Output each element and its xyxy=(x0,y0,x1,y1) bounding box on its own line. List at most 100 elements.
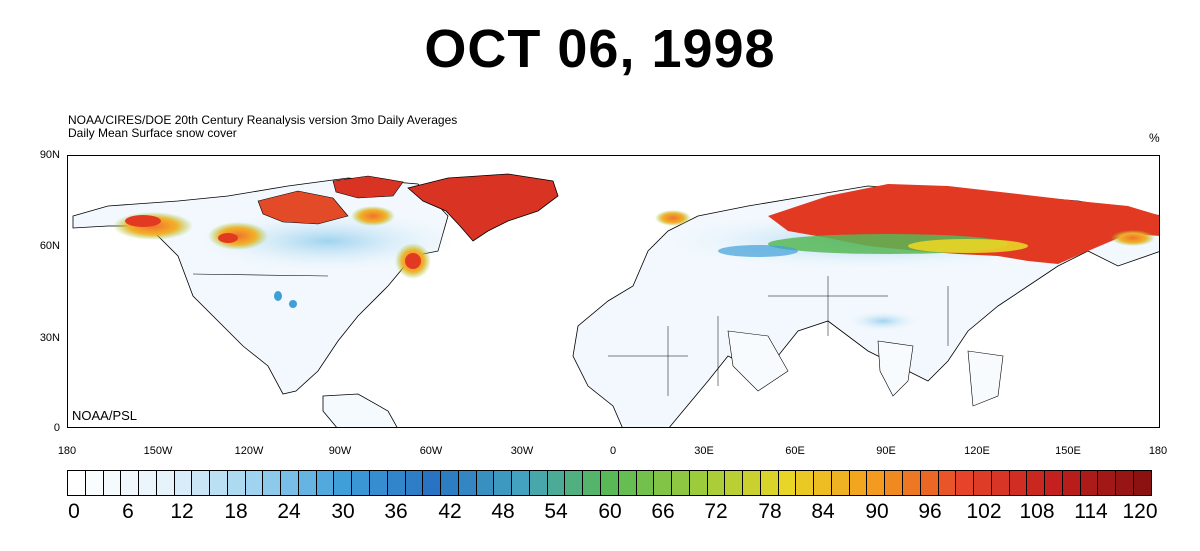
colorbar-cell xyxy=(281,471,299,495)
rockies-spot2 xyxy=(289,300,297,308)
colorbar-cell xyxy=(760,471,779,495)
colorbar-cell xyxy=(494,471,513,495)
colorbar-cell xyxy=(68,471,86,495)
colorbar-cell xyxy=(298,471,317,495)
variable-subtitle: Daily Mean Surface snow cover xyxy=(68,126,237,140)
credit-label: NOAA/PSL xyxy=(72,408,138,423)
y-tick-90n: 90N xyxy=(39,149,60,161)
colorbar-cell xyxy=(405,471,424,495)
page-title: OCT 06, 1998 xyxy=(424,19,776,79)
colorbar-cell xyxy=(867,471,886,495)
colorbar-cell xyxy=(938,471,957,495)
colorbar-cell xyxy=(707,471,726,495)
hudson-snow xyxy=(351,206,395,226)
rockies-spot1 xyxy=(274,291,282,301)
snow-cover-map xyxy=(67,155,1160,428)
dataset-subtitle: NOAA/CIRES/DOE 20th Century Reanalysis v… xyxy=(68,113,458,127)
north-america-land xyxy=(72,177,449,395)
africa-border-lines xyxy=(608,316,719,396)
colorbar-cell xyxy=(920,471,939,495)
cbar-label-84: 84 xyxy=(811,500,835,523)
colorbar-cell xyxy=(192,471,211,495)
x-tick-90w: 90W xyxy=(328,445,352,457)
x-tick-90e: 90E xyxy=(876,445,896,457)
colorbar-cell xyxy=(743,471,761,495)
canada-light-snow xyxy=(198,211,458,271)
x-tick-120w: 120W xyxy=(234,445,264,457)
colorbar-cell xyxy=(902,471,921,495)
colorbar-cell xyxy=(1098,471,1117,495)
cbar-label-120: 120 xyxy=(1122,500,1158,523)
colorbar-cell xyxy=(245,471,264,495)
india-land xyxy=(877,340,914,397)
colorbar-cell xyxy=(156,471,175,495)
colorbar-cell xyxy=(778,471,797,495)
y-tick-0: 0 xyxy=(53,422,60,434)
colorbar-cell xyxy=(103,471,122,495)
colorbar-cell xyxy=(689,471,708,495)
x-tick-60e: 60E xyxy=(785,445,805,457)
cbar-label-96: 96 xyxy=(918,500,942,523)
labrador-core xyxy=(405,253,421,269)
cbar-label-6: 6 xyxy=(122,500,134,523)
colorbar-cell xyxy=(618,471,637,495)
y-tick-60n: 60N xyxy=(39,240,60,252)
colorbar xyxy=(67,470,1152,496)
x-tick-180e: 180 xyxy=(1148,445,1168,457)
colorbar-cell xyxy=(121,471,140,495)
colorbar-cell xyxy=(334,471,353,495)
ural-snow xyxy=(718,245,798,257)
scandinavia-snow xyxy=(655,210,691,226)
colorbar-cell xyxy=(1116,471,1134,495)
arctic-islands xyxy=(332,175,404,199)
cbar-label-30: 30 xyxy=(331,500,355,523)
cbar-label-18: 18 xyxy=(224,500,248,523)
cbar-label-42: 42 xyxy=(438,500,462,523)
units-label: % xyxy=(1149,131,1160,145)
cbar-label-54: 54 xyxy=(544,500,568,523)
x-tick-30w: 30W xyxy=(510,445,534,457)
colorbar-cell xyxy=(423,471,442,495)
south-america-land xyxy=(322,393,398,427)
colorbar-cell xyxy=(600,471,619,495)
x-tick-150e: 150E xyxy=(1055,445,1081,457)
cbar-label-66: 66 xyxy=(651,500,675,523)
cbar-label-60: 60 xyxy=(598,500,622,523)
arabia-land xyxy=(727,330,789,392)
cbar-label-114: 114 xyxy=(1074,500,1108,523)
map-svg xyxy=(72,173,1159,427)
colorbar-cell xyxy=(672,471,690,495)
colorbar-cell xyxy=(583,471,601,495)
colorbar-cell xyxy=(458,471,477,495)
cbar-label-0: 0 xyxy=(68,500,80,523)
colorbar-cell xyxy=(529,471,548,495)
colorbar-cell xyxy=(441,471,459,495)
cbar-label-108: 108 xyxy=(1019,500,1055,523)
colorbar-cell xyxy=(174,471,193,495)
colorbar-cell xyxy=(885,471,903,495)
colorbar-cell xyxy=(476,471,495,495)
colorbar-cell xyxy=(85,471,104,495)
ellesmere xyxy=(257,190,349,225)
colorbar-cell xyxy=(316,471,335,495)
tibet-light-snow xyxy=(848,311,918,331)
cbar-label-72: 72 xyxy=(704,500,728,523)
colorbar-cell xyxy=(636,471,655,495)
colorbar-cell xyxy=(210,471,228,495)
colorbar-cell xyxy=(1027,471,1046,495)
yukon-core xyxy=(218,233,238,243)
colorbar-cell xyxy=(227,471,246,495)
alaska-core xyxy=(125,215,161,227)
colorbar-cell xyxy=(263,471,282,495)
colorbar-cell xyxy=(387,471,406,495)
cbar-label-12: 12 xyxy=(170,500,194,523)
x-tick-60w: 60W xyxy=(419,445,443,457)
colorbar-cell xyxy=(654,471,673,495)
colorbar-cell xyxy=(565,471,584,495)
cbar-label-36: 36 xyxy=(384,500,408,523)
y-tick-30n: 30N xyxy=(39,332,60,344)
colorbar-cell xyxy=(547,471,566,495)
colorbar-cell xyxy=(139,471,157,495)
colorbar-cell xyxy=(352,471,371,495)
colorbar-cell xyxy=(974,471,992,495)
